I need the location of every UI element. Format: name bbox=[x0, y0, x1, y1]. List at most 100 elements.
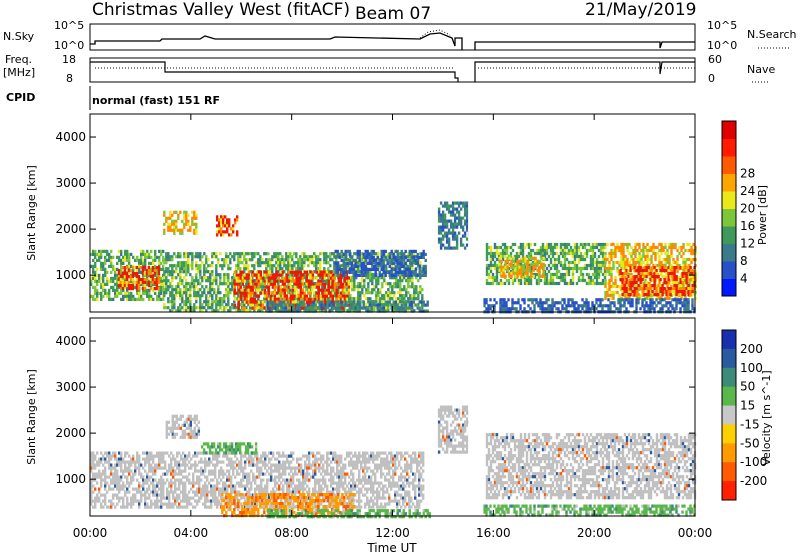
scatter-cell bbox=[351, 288, 354, 292]
scatter-cell bbox=[640, 257, 643, 262]
scatter-cell bbox=[555, 272, 559, 277]
scatter-cell bbox=[503, 307, 506, 311]
scatter-cell bbox=[207, 276, 210, 280]
scatter-cell bbox=[637, 272, 640, 276]
scatter-cell bbox=[459, 222, 463, 226]
scatter-cell bbox=[613, 301, 616, 305]
scatter-cell bbox=[303, 264, 306, 268]
scatter-cell bbox=[160, 288, 163, 292]
scatter-cell bbox=[559, 301, 562, 305]
scatter-cell bbox=[551, 245, 555, 250]
scatter-cell bbox=[177, 306, 180, 310]
scatter-cell bbox=[642, 254, 645, 259]
scatter-cell bbox=[309, 300, 313, 304]
scatter-cell bbox=[321, 285, 324, 289]
scatter-cell bbox=[251, 300, 255, 304]
scatter-cell bbox=[323, 285, 327, 289]
scatter-cell bbox=[305, 279, 309, 283]
scatter-cell bbox=[215, 294, 218, 298]
scatter-cell bbox=[630, 272, 633, 277]
scatter-cell bbox=[177, 291, 180, 295]
scatter-cell bbox=[226, 224, 229, 228]
scatter-cell bbox=[157, 275, 161, 279]
scatter-cell bbox=[498, 259, 501, 263]
scatter-cell bbox=[512, 265, 515, 269]
scatter-cell bbox=[614, 284, 617, 289]
scatter-cell bbox=[579, 272, 583, 277]
scatter-cell bbox=[567, 272, 571, 277]
scatter-cell bbox=[251, 285, 255, 289]
scatter-cell bbox=[371, 282, 374, 286]
scatter-cell bbox=[553, 245, 557, 250]
scatter-cell bbox=[524, 262, 527, 266]
scatter-cell bbox=[152, 258, 155, 262]
scatter-cell bbox=[225, 288, 228, 292]
scatter-cell bbox=[225, 276, 228, 280]
scatter-cell bbox=[585, 272, 589, 277]
scatter-cell bbox=[183, 264, 186, 268]
scatter-cell bbox=[104, 291, 107, 295]
scatter-cell bbox=[132, 279, 135, 283]
scatter-cell bbox=[609, 304, 612, 308]
scatter-cell bbox=[203, 291, 206, 295]
scatter-cell bbox=[333, 273, 336, 277]
scatter-cell bbox=[515, 251, 519, 256]
scatter-cell bbox=[372, 258, 375, 262]
scatter-cell bbox=[625, 269, 628, 273]
scatter-cell bbox=[612, 293, 615, 298]
scatter-cell bbox=[511, 301, 514, 305]
scatter-cell bbox=[265, 252, 268, 256]
scatter-cell bbox=[597, 254, 601, 259]
scatter-cell bbox=[545, 278, 549, 283]
scatter-cell bbox=[163, 291, 166, 295]
scatter-cell bbox=[241, 291, 245, 295]
scatter-cell bbox=[310, 309, 313, 313]
scatter-cell bbox=[195, 300, 198, 304]
scatter-cell bbox=[138, 294, 141, 298]
scatter-cell bbox=[209, 306, 212, 310]
scatter-cell bbox=[614, 260, 617, 265]
scatter-cell bbox=[287, 297, 291, 301]
scatter-cell bbox=[183, 225, 186, 229]
scatter-cell bbox=[359, 294, 362, 298]
scatter-cell bbox=[635, 287, 638, 291]
scatter-cell bbox=[279, 285, 283, 289]
scatter-cell bbox=[626, 242, 629, 247]
scatter-cell bbox=[629, 275, 632, 279]
scatter-cell bbox=[122, 258, 125, 262]
scatter-cell bbox=[648, 263, 651, 268]
scatter-cell bbox=[381, 282, 384, 286]
scatter-cell bbox=[340, 303, 343, 307]
scatter-cell bbox=[259, 306, 263, 310]
scatter-cell bbox=[569, 245, 573, 250]
scatter-cell bbox=[610, 266, 613, 271]
scatter-cell bbox=[449, 246, 453, 250]
scatter-cell bbox=[587, 275, 591, 280]
scatter-cell bbox=[357, 270, 360, 274]
scatter-cell bbox=[632, 248, 635, 253]
scatter-cell bbox=[667, 275, 670, 279]
scatter-region bbox=[163, 210, 198, 235]
scatter-cell bbox=[404, 309, 407, 313]
scatter-cell bbox=[682, 281, 685, 286]
scatter-cell bbox=[659, 269, 662, 273]
scatter-cell bbox=[577, 275, 581, 280]
scatter-cell bbox=[301, 306, 305, 310]
scatter-cell bbox=[516, 271, 519, 275]
scatter-cell bbox=[92, 267, 95, 271]
scatter-cell bbox=[607, 298, 610, 302]
scatter-cell bbox=[459, 243, 463, 247]
scatter-cell bbox=[108, 264, 111, 268]
scatter-cell bbox=[177, 261, 180, 265]
scatter-cell bbox=[129, 284, 133, 288]
scatter-cell bbox=[644, 248, 647, 253]
scatter-cell bbox=[114, 288, 117, 292]
scatter-cell bbox=[642, 281, 645, 286]
scatter-cell bbox=[645, 293, 648, 297]
scatter-cell bbox=[377, 258, 380, 262]
scatter-cell bbox=[547, 307, 550, 311]
scatter-cell bbox=[610, 293, 613, 298]
scatter-cell bbox=[135, 275, 139, 279]
scatter-cell bbox=[399, 276, 402, 280]
scatter-cell bbox=[366, 249, 369, 253]
